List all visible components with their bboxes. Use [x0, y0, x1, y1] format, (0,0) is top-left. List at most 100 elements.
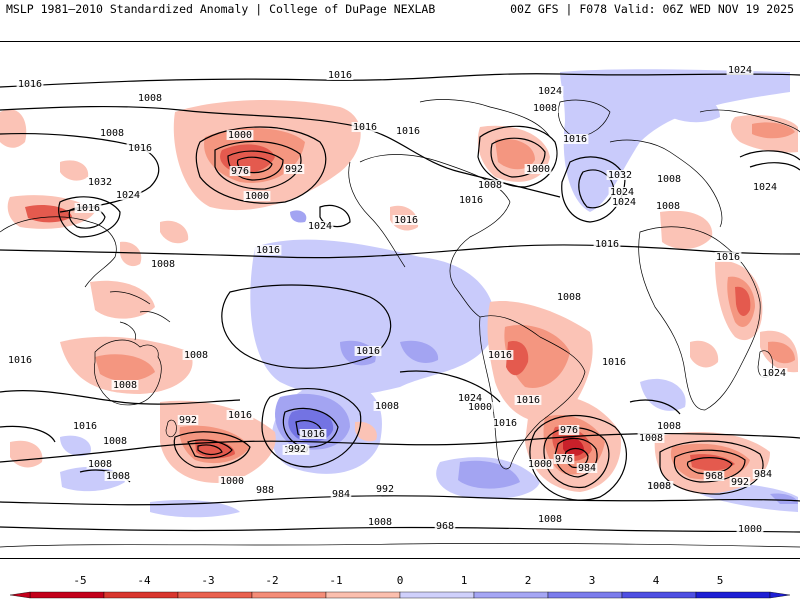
isobar-label: 1008 — [138, 93, 162, 104]
isobar-label: 1000 — [528, 459, 552, 470]
colorbar-tick-label: 1 — [461, 574, 468, 587]
colorbar-tick-label: 0 — [397, 574, 404, 587]
isobar-label: 968 — [436, 521, 454, 532]
isobar-label: 1024 — [538, 86, 562, 97]
isobar-label: 1016 — [459, 195, 483, 206]
isobar-label: 992 — [179, 415, 197, 426]
isobar-label: 1008 — [184, 350, 208, 361]
isobar-label: 1008 — [657, 174, 681, 185]
isobar-label: 1000 — [245, 191, 269, 202]
colorbar-tick-label: 3 — [589, 574, 596, 587]
isobar-label: 1008 — [106, 471, 130, 482]
isobar-label: 1000 — [220, 476, 244, 487]
isobar-label: 1024 — [458, 393, 482, 404]
colorbar-max-arrow — [769, 591, 791, 599]
colorbar-tick-label: 4 — [653, 574, 660, 587]
isobar-label: 976 — [231, 166, 249, 177]
isobar-label: 988 — [256, 485, 274, 496]
isobar-label: 968 — [705, 471, 723, 482]
coastlines — [0, 99, 800, 548]
isobar-label: 1008 — [656, 201, 680, 212]
isobar-label: 1008 — [113, 380, 137, 391]
isobar-label: 1008 — [647, 481, 671, 492]
colorbar-segment — [547, 591, 623, 599]
colorbar-segment — [695, 591, 771, 599]
colorbar-tick-label: -1 — [329, 574, 342, 587]
colorbar-tick-label: 5 — [717, 574, 724, 587]
isobar-label: 1016 — [394, 215, 418, 226]
isobar-label: 992 — [288, 444, 306, 455]
isobar-label: 1000 — [738, 524, 762, 535]
isobar-label: 1016 — [396, 126, 420, 137]
isobar-label: 1000 — [468, 402, 492, 413]
colorbar-segment — [177, 591, 253, 599]
colorbar-segment — [621, 591, 697, 599]
colorbar-tick-label: -4 — [137, 574, 151, 587]
isobar-label: 1016 — [516, 395, 540, 406]
isobar-label: 1008 — [478, 180, 502, 191]
isobar-label: 1032 — [88, 177, 112, 188]
isobar-label: 1016 — [602, 357, 626, 368]
colorbar-min-arrow — [9, 591, 31, 599]
isobar-label: 1016 — [73, 421, 97, 432]
colorbar-segment — [103, 591, 179, 599]
isobar-label: 1000 — [526, 164, 550, 175]
isobar-label: 1016 — [228, 410, 252, 421]
isobar-label: 1016 — [328, 70, 352, 81]
isobar-label: 1024 — [612, 197, 636, 208]
isobar-label: 1016 — [128, 143, 152, 154]
isobar-label: 1008 — [657, 421, 681, 432]
colorbar-tick-label: -3 — [201, 574, 214, 587]
isobar-label: 1016 — [301, 429, 325, 440]
map-title: MSLP 1981–2010 Standardized Anomaly | Co… — [6, 2, 436, 16]
isobar-contours — [0, 73, 800, 533]
map-panel: 1016 1016 1024 1008 1008 1024 1008 1016 1016 1000… — [0, 41, 800, 559]
isobar-label: 1008 — [368, 517, 392, 528]
isobar-label: 1000 — [228, 130, 252, 141]
isobar-label: 1032 — [608, 170, 632, 181]
isobar-label: 1008 — [375, 401, 399, 412]
isobar-label: 1016 — [716, 252, 740, 263]
isobar-label: 1016 — [76, 203, 100, 214]
isobar-label: 1008 — [538, 514, 562, 525]
isobar-label: 1024 — [116, 190, 140, 201]
isobar-label: 1008 — [100, 128, 124, 139]
isobar-label: 1008 — [533, 103, 557, 114]
isobar-label: 1016 — [493, 418, 517, 429]
isobar-label: 1016 — [488, 350, 512, 361]
isobar-label: 1008 — [151, 259, 175, 270]
isobar-label: 1008 — [103, 436, 127, 447]
anomaly-colorbar: -5 -4 -3 -2 -1 0 1 2 3 4 5 — [9, 574, 791, 599]
isobar-label: 1024 — [610, 187, 634, 198]
model-run-valid-time: 00Z GFS | F078 Valid: 06Z WED NOV 19 202… — [510, 2, 794, 16]
isobar-label: 984 — [754, 469, 772, 480]
isobar-label: 1024 — [728, 65, 752, 76]
isobar-label: 992 — [731, 477, 749, 488]
isobar-label: 984 — [332, 489, 350, 500]
isobar-label: 1008 — [88, 459, 112, 470]
isobar-label: 1016 — [595, 239, 619, 250]
colorbar-segment — [473, 591, 549, 599]
isobar-label: 976 — [560, 425, 578, 436]
colorbar-tick-label: -2 — [265, 574, 278, 587]
isobar-label: 1024 — [762, 368, 786, 379]
isobar-label: 1016 — [353, 122, 377, 133]
colorbar-segment — [325, 591, 401, 599]
colorbar-tick-label: -5 — [73, 574, 86, 587]
isobar-label: 1024 — [308, 221, 332, 232]
isobar-label: 1024 — [753, 182, 777, 193]
isobar-label: 992 — [376, 484, 394, 495]
colorbar-tick-label: 2 — [525, 574, 532, 587]
colorbar-segment — [251, 591, 327, 599]
isobar-label: 1016 — [256, 245, 280, 256]
isobar-label: 1016 — [563, 134, 587, 145]
isobar-label: 984 — [578, 463, 596, 474]
colorbar-segment — [29, 591, 105, 599]
isobar-label: 976 — [555, 454, 573, 465]
isobar-label: 1008 — [639, 433, 663, 444]
isobar-label: 1016 — [356, 346, 380, 357]
isobar-label: 1016 — [18, 79, 42, 90]
isobar-label: 1008 — [557, 292, 581, 303]
